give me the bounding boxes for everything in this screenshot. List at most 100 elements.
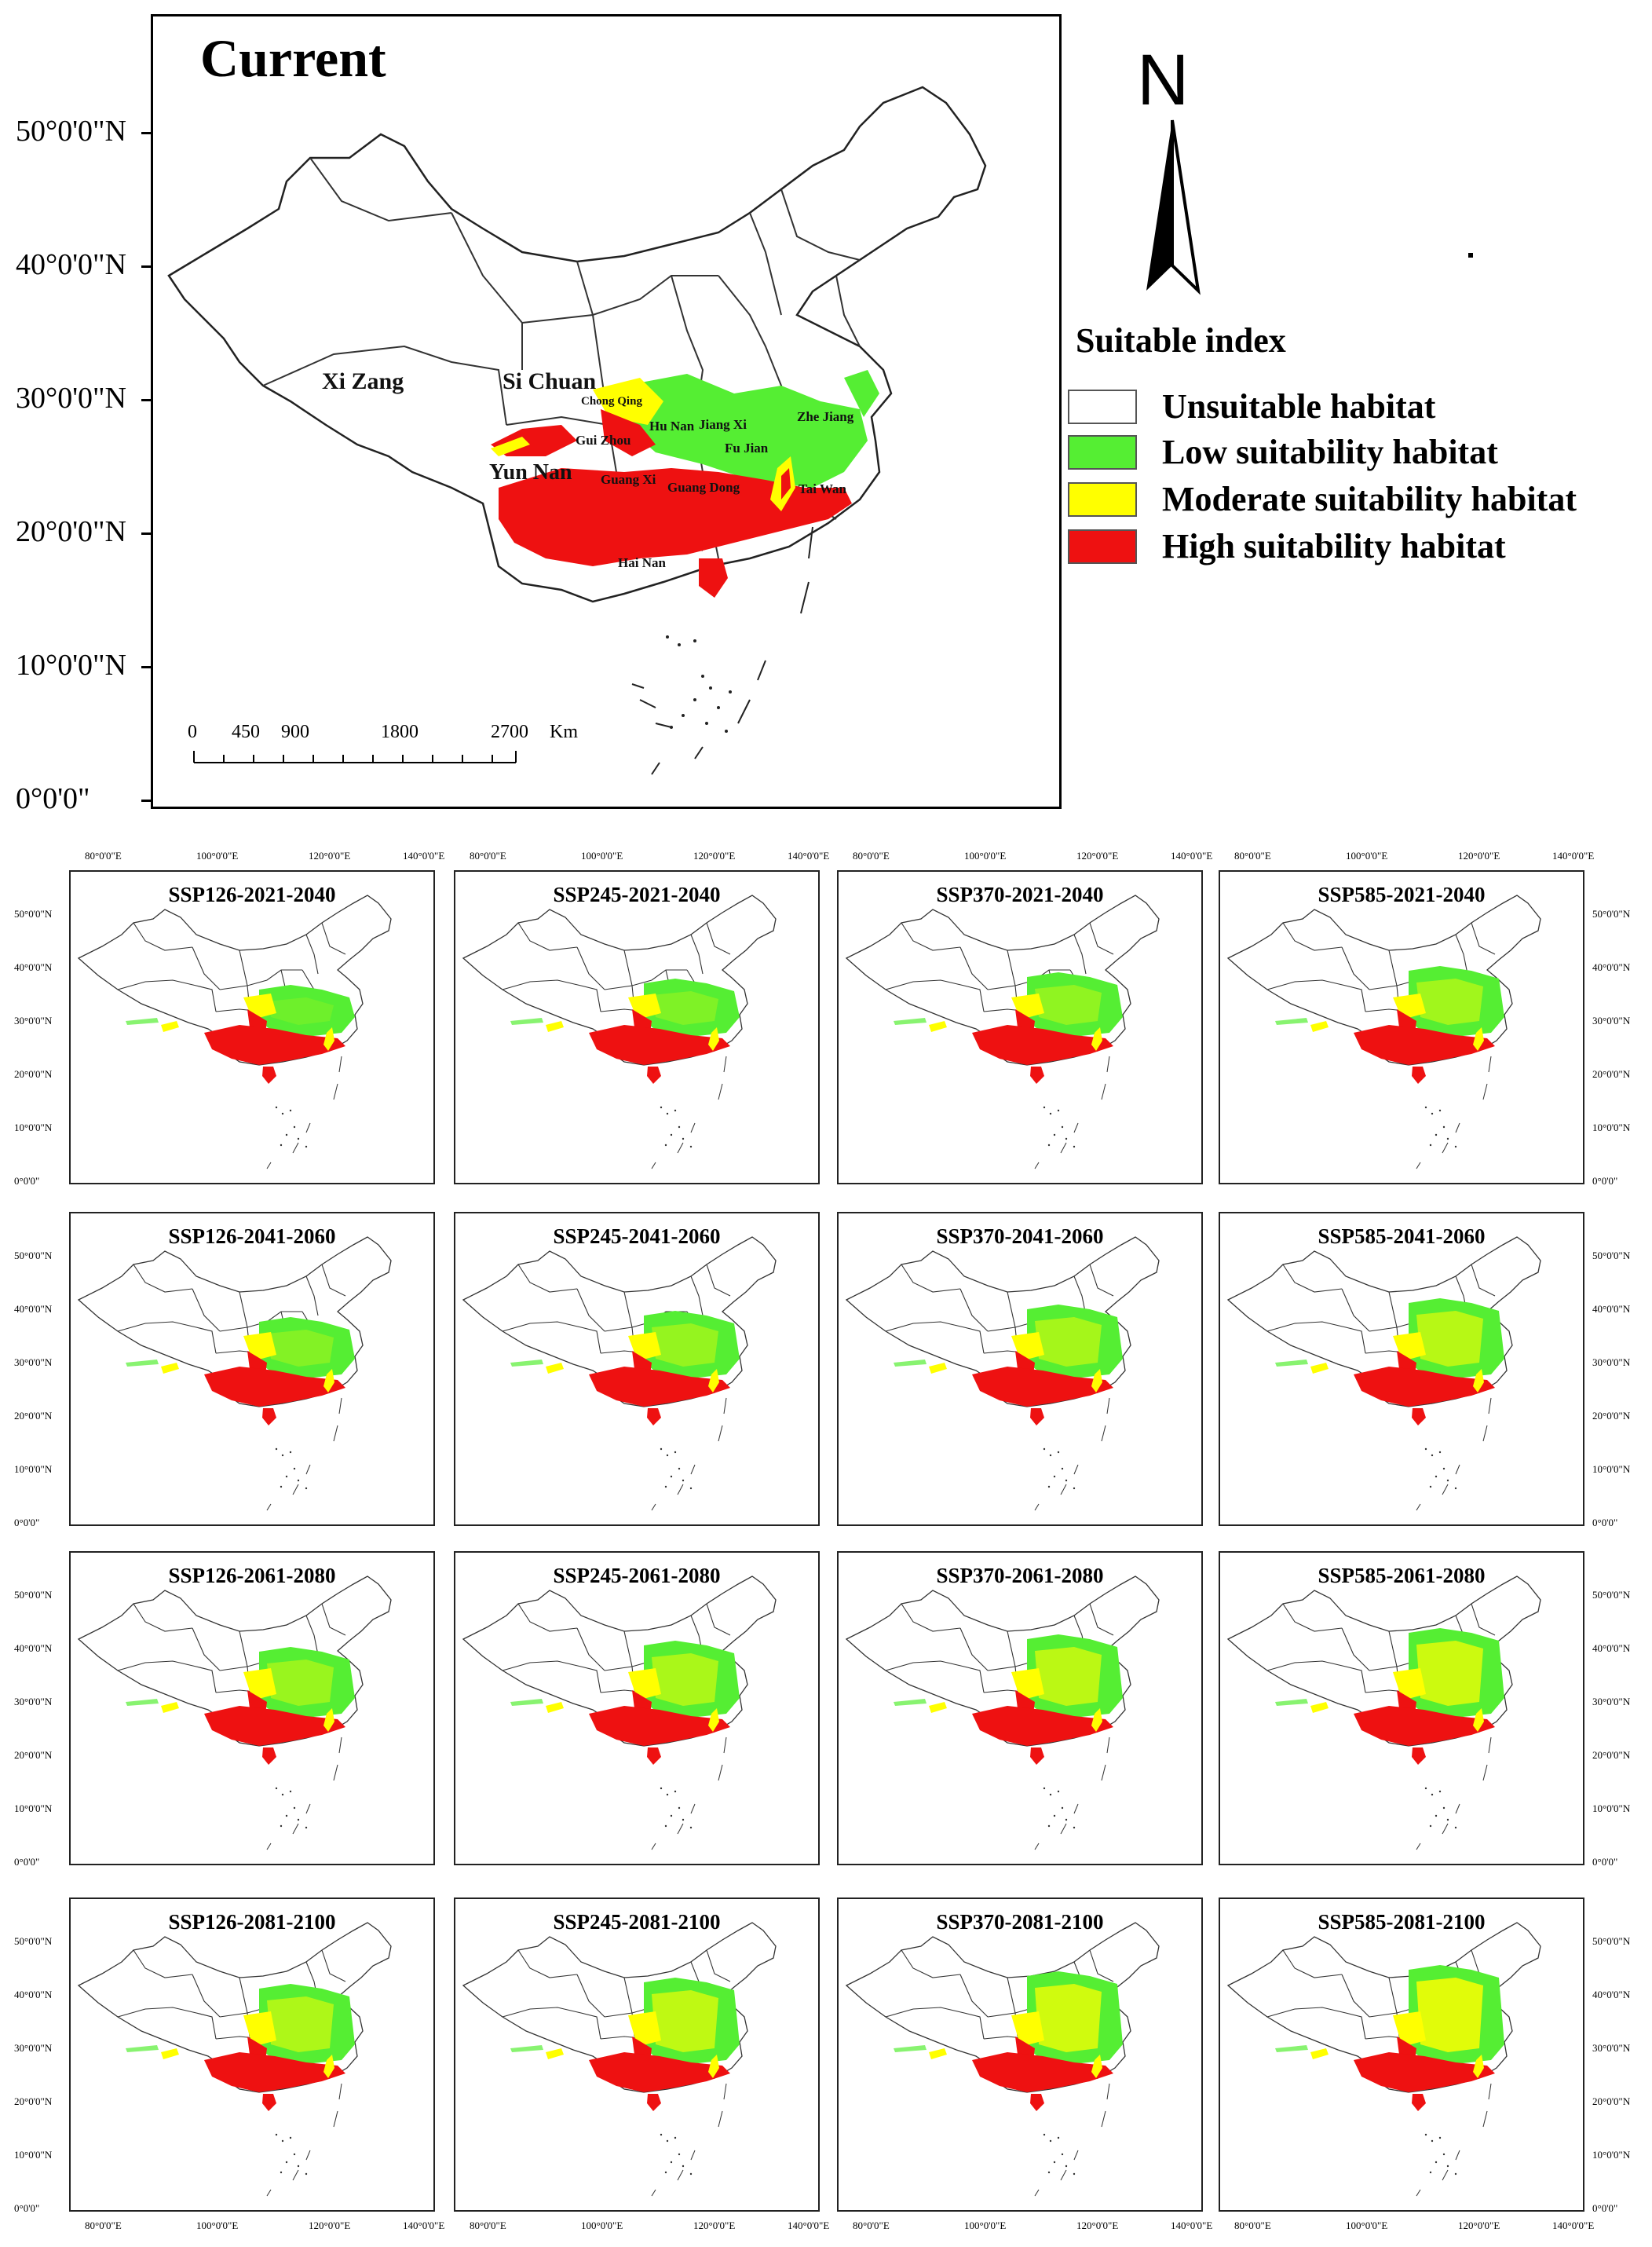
longitude-label: 120°0'0"E	[309, 850, 351, 862]
longitude-label: 80°0'0"E	[853, 850, 890, 862]
scenario-panel-title: SSP126-2021-2040	[168, 883, 336, 906]
region-label-hunan: Hu Nan	[649, 419, 695, 434]
scenario-panel-title: SSP370-2041-2060	[936, 1224, 1104, 1248]
longitude-label: 140°0'0"E	[1552, 850, 1595, 862]
region-label-yunnan: Yun Nan	[489, 460, 572, 485]
right-latitude-label: 20°0'0"N	[1592, 1410, 1631, 1422]
left-latitude-label: 40°0'0"N	[14, 1989, 53, 2000]
right-latitude-label: 50°0'0"N	[1592, 1935, 1631, 1947]
island-dots	[666, 635, 732, 733]
longitude-label: 100°0'0"E	[1346, 2220, 1388, 2231]
legend-swatch-high	[1068, 529, 1137, 564]
scenario-map-svg	[845, 1922, 1160, 2197]
legend-label-moderate: Moderate suitability habitat	[1162, 480, 1577, 518]
left-latitude-label: 40°0'0"N	[14, 1303, 53, 1315]
left-latitude-label: 50°0'0"N	[14, 1589, 53, 1601]
left-latitude-label: 10°0'0"N	[14, 1802, 53, 1814]
main-lat-label-30: 30°0'0"N	[16, 382, 126, 415]
right-latitude-label: 10°0'0"N	[1592, 1463, 1631, 1475]
main-map-frame: Current Xi Zang Si Chuan Chong Qing Hu N…	[151, 14, 1062, 809]
longitude-label: 140°0'0"E	[403, 2220, 445, 2231]
left-latitude-label: 30°0'0"N	[14, 1356, 53, 1368]
region-label-taiwan: Tai Wan	[799, 481, 846, 496]
longitude-label: 80°0'0"E	[1234, 2220, 1271, 2231]
scenario-panel-title: SSP585-2061-2080	[1318, 1564, 1486, 1587]
right-latitude-label: 0°0'0"	[1592, 1175, 1618, 1187]
right-latitude-label: 40°0'0"N	[1592, 1642, 1631, 1654]
legend-title: Suitable index	[1076, 321, 1286, 360]
right-latitude-label: 20°0'0"N	[1592, 2095, 1631, 2107]
scenario-panel-title: SSP370-2081-2100	[936, 1910, 1104, 1934]
legend-label-high: High suitability habitat	[1162, 527, 1506, 565]
right-latitude-label: 40°0'0"N	[1592, 961, 1631, 973]
longitude-label: 120°0'0"E	[1076, 850, 1119, 862]
left-latitude-label: 50°0'0"N	[14, 1250, 53, 1261]
right-latitude-label: 50°0'0"N	[1592, 1250, 1631, 1261]
scenario-panel-title: SSP126-2061-2080	[168, 1564, 336, 1587]
scenario-panel-title: SSP370-2061-2080	[936, 1564, 1104, 1587]
longitude-label: 80°0'0"E	[853, 2220, 890, 2231]
longitude-label: 120°0'0"E	[1076, 2220, 1119, 2231]
longitude-label: 100°0'0"E	[581, 850, 623, 862]
right-latitude-label: 30°0'0"N	[1592, 1696, 1631, 1707]
longitude-label: 80°0'0"E	[1234, 850, 1271, 862]
scale-unit: Km	[550, 722, 578, 742]
legend-swatch-low	[1068, 435, 1137, 470]
region-label-hainan: Hai Nan	[618, 555, 666, 570]
scenario-map-svg	[462, 1575, 777, 1850]
left-latitude-label: 10°0'0"N	[14, 1122, 53, 1133]
scenario-panel: SSP585-2081-2100	[1219, 1898, 1584, 2212]
scenario-panel: SSP370-2081-2100	[837, 1898, 1203, 2212]
scenario-panel: SSP245-2081-2100	[454, 1898, 820, 2212]
longitude-label: 140°0'0"E	[788, 2220, 830, 2231]
scenario-map-svg	[1226, 1236, 1541, 1511]
longitude-label: 100°0'0"E	[196, 850, 239, 862]
longitude-label: 120°0'0"E	[1458, 2220, 1500, 2231]
scale-tick-450: 450	[232, 722, 260, 742]
scenario-panel: SSP126-2021-2040	[69, 870, 435, 1184]
right-latitude-label: 50°0'0"N	[1592, 908, 1631, 920]
scenario-panel: SSP126-2041-2060	[69, 1212, 435, 1526]
right-latitude-label: 10°0'0"N	[1592, 1122, 1631, 1133]
left-latitude-label: 20°0'0"N	[14, 1749, 53, 1761]
scenario-panel-title: SSP245-2021-2040	[553, 883, 721, 906]
right-latitude-label: 30°0'0"N	[1592, 1356, 1631, 1368]
main-lat-label-10: 10°0'0"N	[16, 649, 126, 682]
scenario-panel: SSP585-2041-2060	[1219, 1212, 1584, 1526]
left-latitude-label: 50°0'0"N	[14, 1935, 53, 1947]
right-latitude-label: 0°0'0"	[1592, 1856, 1618, 1868]
region-label-chongqing: Chong Qing	[581, 395, 642, 408]
right-latitude-label: 0°0'0"	[1592, 2202, 1618, 2214]
left-latitude-label: 20°0'0"N	[14, 2095, 53, 2107]
longitude-label: 140°0'0"E	[1171, 850, 1213, 862]
longitude-label: 140°0'0"E	[788, 850, 830, 862]
longitude-label: 140°0'0"E	[403, 850, 445, 862]
scenario-panel: SSP245-2041-2060	[454, 1212, 820, 1526]
region-label-guangdong: Guang Dong	[667, 480, 740, 495]
legend-label-unsuitable: Unsuitable habitat	[1162, 387, 1436, 426]
right-latitude-label: 40°0'0"N	[1592, 1303, 1631, 1315]
scenario-map-svg	[77, 1922, 392, 2197]
scenario-map-svg	[462, 1922, 777, 2197]
scenario-panel: SSP245-2021-2040	[454, 870, 820, 1184]
left-latitude-label: 50°0'0"N	[14, 908, 53, 920]
left-latitude-label: 10°0'0"N	[14, 1463, 53, 1475]
scenario-map-svg	[845, 1575, 1160, 1850]
scenario-map-svg	[77, 1236, 392, 1511]
scenario-panel: SSP370-2061-2080	[837, 1551, 1203, 1865]
region-label-guangxi: Guang Xi	[601, 472, 656, 487]
longitude-label: 100°0'0"E	[581, 2220, 623, 2231]
scenario-map-svg	[1226, 895, 1541, 1169]
main-lat-label-20: 20°0'0"N	[16, 515, 126, 548]
scenario-map-svg	[845, 895, 1160, 1169]
longitude-label: 100°0'0"E	[964, 2220, 1007, 2231]
main-lat-label-40: 40°0'0"N	[16, 248, 126, 281]
right-latitude-label: 20°0'0"N	[1592, 1068, 1631, 1080]
scale-tick-0: 0	[188, 722, 197, 742]
main-lat-tick-0	[141, 800, 152, 802]
scale-tick-900: 900	[281, 722, 309, 742]
main-lat-tick-20	[141, 532, 152, 535]
scenario-panel-title: SSP245-2061-2080	[553, 1564, 721, 1587]
left-latitude-label: 30°0'0"N	[14, 1696, 53, 1707]
left-latitude-label: 10°0'0"N	[14, 2149, 53, 2161]
